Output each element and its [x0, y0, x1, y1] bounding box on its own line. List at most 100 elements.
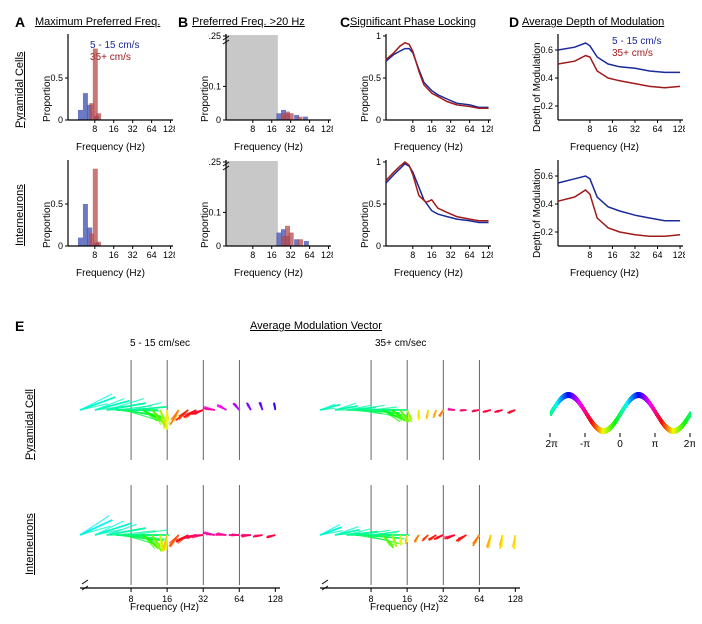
ylabel-A-bot: Proportion	[42, 202, 53, 248]
svg-text:8: 8	[250, 124, 255, 134]
chart-B-interneurons: 00.10.258163264128	[208, 158, 333, 266]
E-col-fast: 35+ cm/sec	[375, 338, 426, 349]
svg-text:128: 128	[321, 124, 333, 134]
svg-text:64: 64	[147, 250, 157, 260]
ylabel-C-bot: Proportion	[360, 202, 371, 248]
panel-D-title: Average Depth of Modulation	[522, 16, 664, 28]
svg-text:32: 32	[630, 124, 640, 134]
svg-text:8: 8	[92, 124, 97, 134]
ylabel-B-top: Proportion	[200, 76, 211, 122]
xlabel-A-bot: Frequency (Hz)	[76, 268, 145, 279]
svg-text:16: 16	[607, 124, 617, 134]
phase-legend: -2π-π0π2π	[545, 385, 695, 465]
svg-text:0: 0	[216, 115, 221, 125]
svg-text:8: 8	[410, 124, 415, 134]
ylabel-A-top: Proportion	[42, 76, 53, 122]
row-E-interneurons: Interneurons	[24, 513, 36, 575]
svg-text:8: 8	[92, 250, 97, 260]
xlabel-E-slow: Frequency (Hz)	[130, 602, 199, 613]
chart-C-pyramidal: 00.518163264128	[368, 32, 493, 140]
svg-text:128: 128	[481, 250, 493, 260]
svg-text:0.25: 0.25	[208, 158, 221, 167]
svg-text:1: 1	[376, 32, 381, 41]
svg-text:32: 32	[630, 250, 640, 260]
chart-A-pyramidal: 00.58163264128	[50, 32, 175, 140]
svg-text:8: 8	[587, 250, 592, 260]
row-E-pyramidal: Pyramidal Cell	[24, 389, 36, 460]
ylabel-B-bot: Proportion	[200, 202, 211, 248]
svg-text:32: 32	[286, 250, 296, 260]
panel-E-title: Average Modulation Vector	[250, 320, 382, 332]
xlabel-A-top: Frequency (Hz)	[76, 142, 145, 153]
ylabel-D-bot: Depth of Modulation	[532, 168, 543, 258]
chart-E-pyr-slow	[60, 355, 290, 470]
svg-text:16: 16	[267, 124, 277, 134]
ylabel-D-top: Depth of Modulation	[532, 42, 543, 132]
xlabel-B-top: Frequency (Hz)	[234, 142, 303, 153]
chart-D-pyramidal: 0.20.40.68163264128	[540, 32, 685, 140]
svg-text:128: 128	[508, 594, 523, 604]
svg-text:64: 64	[653, 250, 663, 260]
xlabel-D-top: Frequency (Hz)	[570, 142, 639, 153]
xlabel-E-fast: Frequency (Hz)	[370, 602, 439, 613]
svg-text:64: 64	[305, 124, 315, 134]
xlabel-C-top: Frequency (Hz)	[394, 142, 463, 153]
svg-text:64: 64	[234, 594, 244, 604]
svg-text:0: 0	[58, 115, 63, 125]
panel-A-title: Maximum Preferred Freq.	[35, 16, 160, 28]
svg-text:128: 128	[481, 124, 493, 134]
chart-A-interneurons: 00.58163264128	[50, 158, 175, 266]
panel-C-title: Significant Phase Locking	[350, 16, 476, 28]
panel-A-label: A	[15, 14, 25, 30]
panel-C-label: C	[340, 14, 350, 30]
svg-text:16: 16	[109, 124, 119, 134]
svg-text:0: 0	[58, 241, 63, 251]
svg-text:32: 32	[128, 124, 138, 134]
svg-text:0: 0	[376, 115, 381, 125]
panel-E-label: E	[15, 318, 24, 334]
svg-text:0: 0	[216, 241, 221, 251]
svg-text:0: 0	[376, 241, 381, 251]
svg-text:16: 16	[607, 250, 617, 260]
svg-text:32: 32	[438, 594, 448, 604]
svg-text:32: 32	[128, 250, 138, 260]
svg-text:-π: -π	[580, 439, 590, 450]
panel-D-label: D	[509, 14, 519, 30]
chart-E-int-fast: 8163264128	[300, 480, 530, 610]
svg-text:8: 8	[587, 124, 592, 134]
svg-text:0: 0	[617, 439, 623, 450]
panel-B-title: Preferred Freq. >20 Hz	[192, 16, 305, 28]
panel-B-label: B	[178, 14, 188, 30]
svg-text:128: 128	[321, 250, 333, 260]
svg-text:16: 16	[267, 250, 277, 260]
svg-text:64: 64	[465, 250, 475, 260]
chart-C-interneurons: 00.518163264128	[368, 158, 493, 266]
svg-text:128: 128	[673, 124, 685, 134]
svg-text:32: 32	[446, 124, 456, 134]
svg-text:32: 32	[198, 594, 208, 604]
svg-text:0.25: 0.25	[208, 32, 221, 41]
E-col-slow: 5 - 15 cm/sec	[130, 338, 190, 349]
chart-B-pyramidal: 00.10.258163264128	[208, 32, 333, 140]
svg-text:128: 128	[163, 124, 175, 134]
svg-text:-2π: -2π	[545, 439, 558, 450]
row-interneurons: Interneurons	[14, 184, 26, 246]
svg-text:64: 64	[653, 124, 663, 134]
svg-text:128: 128	[673, 250, 685, 260]
svg-text:64: 64	[305, 250, 315, 260]
svg-text:32: 32	[286, 124, 296, 134]
xlabel-D-bot: Frequency (Hz)	[570, 268, 639, 279]
chart-D-interneurons: 0.20.40.68163264128	[540, 158, 685, 266]
xlabel-B-bot: Frequency (Hz)	[234, 268, 303, 279]
svg-text:8: 8	[410, 250, 415, 260]
svg-text:16: 16	[427, 124, 437, 134]
svg-text:16: 16	[427, 250, 437, 260]
chart-E-int-slow: 8163264128	[60, 480, 290, 610]
svg-text:32: 32	[446, 250, 456, 260]
svg-text:128: 128	[163, 250, 175, 260]
svg-text:2π: 2π	[684, 439, 695, 450]
svg-text:64: 64	[147, 124, 157, 134]
row-pyramidal: Pyramidal Cells	[14, 52, 26, 128]
chart-E-pyr-fast	[300, 355, 530, 470]
svg-text:64: 64	[465, 124, 475, 134]
